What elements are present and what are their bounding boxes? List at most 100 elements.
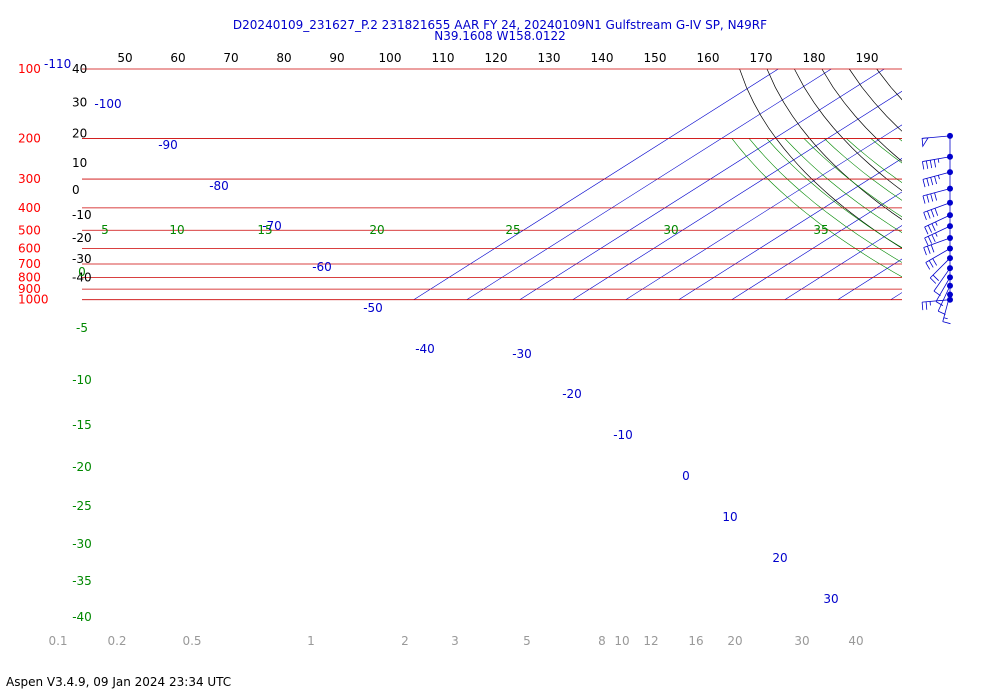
top-axis-label: 140 <box>591 51 614 65</box>
wind-barb-feather <box>933 159 937 168</box>
mixing-ratio-label: 8 <box>598 634 606 648</box>
top-axis-label: 80 <box>276 51 291 65</box>
title-line-1: D20240109_231627_P.2 231821655 AAR FY 24… <box>232 18 768 32</box>
wind-barb <box>925 245 953 270</box>
left-axis-label: -10 <box>72 208 92 222</box>
top-axis-label: 180 <box>803 51 826 65</box>
isotherm-label: -20 <box>562 387 582 401</box>
isotherm-label: -30 <box>512 347 532 361</box>
pressure-label: 100 <box>18 62 41 76</box>
wind-barb-staff <box>925 248 951 263</box>
isotherm-label: -90 <box>158 138 178 152</box>
moist-adiabat <box>731 138 902 278</box>
mixing-ratio-label: 16 <box>688 634 703 648</box>
wind-barb-feather <box>924 226 929 235</box>
wind-barb-feather <box>925 301 928 310</box>
wind-barb-feather <box>931 234 936 243</box>
wind-barb-feather <box>928 260 934 268</box>
wind-barb-half-feather <box>938 175 940 180</box>
isotherm-line <box>625 124 902 300</box>
left-axis-label: 20 <box>72 126 87 140</box>
top-axis-label: 110 <box>432 51 455 65</box>
wind-barb-feather <box>934 208 939 216</box>
isotherm-line <box>466 68 832 300</box>
wind-barb-staff <box>922 299 951 303</box>
chart-grid <box>413 68 1000 300</box>
theta-e-label: 10 <box>169 223 184 237</box>
pressure-label: 400 <box>18 201 41 215</box>
theta-w-label: -35 <box>72 574 92 588</box>
wind-barb-feather <box>921 302 924 311</box>
wind-barb-feather <box>930 177 934 186</box>
pressure-label: 600 <box>18 242 41 256</box>
moist-adiabat <box>846 138 902 183</box>
wind-barb-feather <box>922 195 926 204</box>
theta-w-label: -10 <box>72 373 92 387</box>
wind-barb-half-feather <box>937 158 940 163</box>
isotherm-line <box>890 292 902 300</box>
isotherm-label: -10 <box>613 428 633 442</box>
left-axis-label: -40 <box>72 270 92 284</box>
mixing-ratio-label: 0.5 <box>182 634 201 648</box>
isobars <box>82 68 902 301</box>
wind-barb-staff <box>923 237 951 248</box>
wind-barb <box>922 169 953 188</box>
wind-barb-feather <box>927 225 932 233</box>
wind-barb-half-feather <box>935 232 938 237</box>
theta-w-label: -40 <box>72 610 92 624</box>
top-label: -110 <box>44 57 71 71</box>
wind-barb-staff <box>929 257 951 279</box>
mixing-ratio-label: 5 <box>523 634 531 648</box>
left-axis-label: 30 <box>72 96 87 110</box>
isotherm-label: -80 <box>209 179 229 193</box>
mixing-ratio-label: 40 <box>848 634 863 648</box>
theta-w-label: -15 <box>72 418 92 432</box>
title-line-2: N39.1608 W158.0122 <box>434 29 566 43</box>
wind-barb-staff <box>922 171 951 180</box>
isotherm-line <box>572 90 902 300</box>
wind-barb <box>923 199 953 220</box>
theta-e-label: 30 <box>663 223 678 237</box>
wind-barb <box>924 212 953 235</box>
wind-barb-feather <box>929 277 937 284</box>
mixing-ratio-label: 20 <box>727 634 742 648</box>
pressure-label: 800 <box>18 270 41 284</box>
theta-w-label: -30 <box>72 537 92 551</box>
wind-barb-half-feather <box>943 317 948 320</box>
top-axis-label: 50 <box>117 51 132 65</box>
theta-w-label: -20 <box>72 460 92 474</box>
top-axis-label: 100 <box>379 51 402 65</box>
pressure-label: 300 <box>18 172 41 186</box>
wind-barb <box>922 153 953 170</box>
dry-adiabat <box>876 68 902 101</box>
left-axis-label: 40 <box>72 62 87 76</box>
dry-adiabat <box>821 68 902 162</box>
dry-adiabat <box>904 69 1000 300</box>
wind-barb-feather <box>924 237 929 246</box>
theta-e-label: 15 <box>257 223 272 237</box>
theta-w-label: -25 <box>72 499 92 513</box>
wind-barb <box>935 274 953 306</box>
page-title: D20240109_231627_P.2 231821655 AAR FY 24… <box>0 18 1000 43</box>
wind-barb-staff <box>923 202 951 213</box>
left-axis-label: -30 <box>72 252 92 266</box>
isotherm-label: -40 <box>415 342 435 356</box>
isotherm-line <box>837 258 902 300</box>
top-axis-label: 70 <box>223 51 238 65</box>
pressure-label: 500 <box>18 223 41 237</box>
wind-barb-feather <box>930 209 935 218</box>
wind-barb-feather <box>930 244 935 253</box>
theta-e-label: 35 <box>813 223 828 237</box>
isotherm-label: 20 <box>772 551 787 565</box>
isotherm-label: 0 <box>682 469 690 483</box>
wind-barb <box>923 234 953 256</box>
isotherm-line <box>731 191 902 300</box>
moist-adiabat <box>766 138 902 249</box>
wind-barb <box>922 185 953 204</box>
top-axis-label: 160 <box>697 51 720 65</box>
dry-adiabat <box>959 69 1000 300</box>
dry-adiabat <box>739 68 902 249</box>
top-axis-label: 150 <box>644 51 667 65</box>
wind-barb-pennant <box>921 137 929 148</box>
left-axis-label: -20 <box>72 231 92 245</box>
